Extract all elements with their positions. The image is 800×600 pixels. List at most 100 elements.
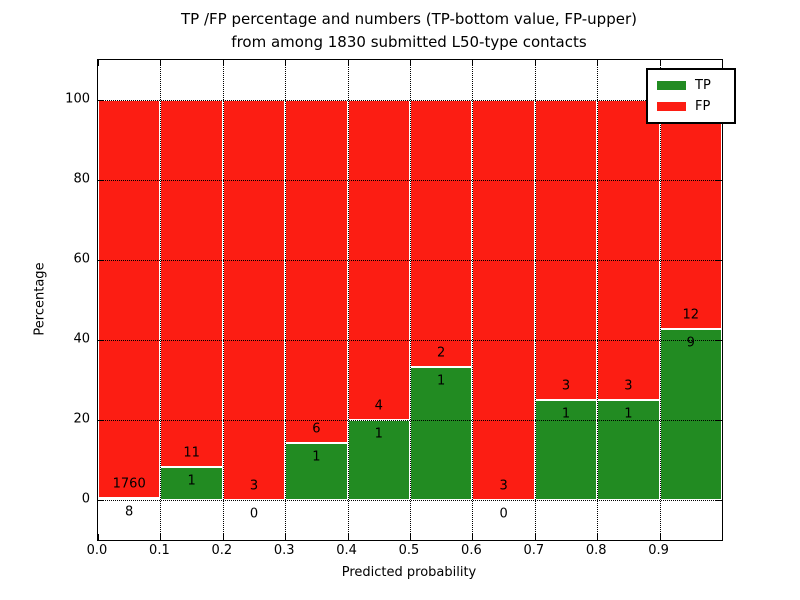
x-tick-mark <box>410 534 411 540</box>
x-tick-mark <box>659 534 661 540</box>
legend-item-tp: TP <box>657 75 727 96</box>
fp-count-label: 1760 <box>112 476 146 492</box>
legend: TP FP <box>646 68 736 124</box>
fp-count-label: 4 <box>374 398 383 414</box>
y-tick-mark <box>98 180 104 181</box>
y-tick-mark-right <box>716 340 722 341</box>
gridline-horizontal <box>98 500 722 501</box>
y-tick-mark-right <box>716 260 722 261</box>
y-axis-tick-label: 20 <box>73 411 90 427</box>
x-axis-tick-label: 0.5 <box>398 543 420 558</box>
gridline-vertical <box>222 60 224 540</box>
x-axis-tick-label: 0.0 <box>86 543 108 558</box>
y-tick-mark <box>98 500 104 501</box>
fp-bar <box>285 100 348 443</box>
fp-count-label: 12 <box>682 307 700 323</box>
x-tick-mark-top <box>160 60 162 66</box>
y-axis-tick-label: 60 <box>73 251 90 267</box>
fp-count-label: 11 <box>183 445 200 461</box>
x-tick-mark-top <box>98 60 99 66</box>
gridline-vertical <box>597 60 599 540</box>
fp-bar <box>472 100 535 500</box>
x-tick-mark-top <box>597 60 599 66</box>
tp-bar <box>98 498 161 500</box>
y-tick-mark <box>98 340 104 341</box>
fp-count-label: 3 <box>624 378 633 394</box>
x-axis-tick-label: 0.3 <box>273 543 295 558</box>
x-tick-mark-top <box>534 60 536 66</box>
x-axis-label: Predicted probability <box>341 565 477 580</box>
fp-count-label: 3 <box>561 378 571 394</box>
tp-count-label: 8 <box>125 504 134 520</box>
legend-swatch-fp-icon <box>657 102 686 111</box>
fp-bar <box>98 100 161 499</box>
gridline-vertical <box>347 60 349 540</box>
legend-swatch-tp-icon <box>657 81 686 90</box>
y-tick-mark-right <box>716 420 722 421</box>
plot-area: TP FP 1760 8 11 1 3 0 6 1 4 1 2 1 3 0 3 1 3 1 12 9 <box>97 59 736 541</box>
x-tick-mark <box>285 534 287 540</box>
gridline-vertical <box>160 60 162 540</box>
tp-bar <box>659 328 722 500</box>
x-axis-tick-label: 0.7 <box>523 543 545 558</box>
x-tick-mark-top <box>659 60 661 66</box>
gridline-horizontal <box>98 340 722 341</box>
tp-count-label: 0 <box>499 506 508 522</box>
x-tick-mark <box>222 534 224 540</box>
x-tick-mark <box>534 534 536 540</box>
chart-title-line1: TP /FP percentage and numbers (TP-bottom… <box>181 10 637 28</box>
gridline-horizontal <box>98 420 722 421</box>
x-tick-mark-top <box>222 60 224 66</box>
tp-count-label: 1 <box>437 373 446 389</box>
y-axis-tick-label: 0 <box>81 491 90 507</box>
y-tick-mark-right <box>716 180 722 181</box>
gridline-horizontal <box>98 100 722 101</box>
gridline-vertical <box>285 60 287 540</box>
tp-count-label: 1 <box>312 449 321 465</box>
fp-bar <box>659 100 722 329</box>
y-tick-mark <box>98 100 104 101</box>
x-tick-mark-top <box>347 60 349 66</box>
x-tick-mark <box>597 534 599 540</box>
tp-bar <box>347 420 410 500</box>
x-tick-mark <box>160 534 162 540</box>
tp-bar <box>597 400 660 500</box>
x-tick-mark-top <box>410 60 411 66</box>
fp-bar <box>410 100 473 367</box>
gridline-vertical <box>659 60 661 540</box>
fp-bar <box>534 100 598 400</box>
gridline-vertical <box>534 60 536 540</box>
tp-bar <box>534 400 598 500</box>
x-tick-mark <box>347 534 349 540</box>
x-tick-mark-top <box>285 60 287 66</box>
tp-bar <box>160 466 223 500</box>
tp-count-label: 0 <box>249 506 259 522</box>
x-axis-tick-label: 0.1 <box>149 543 170 558</box>
y-tick-mark-right <box>716 500 722 501</box>
y-tick-mark <box>98 420 104 421</box>
gridline-horizontal <box>98 260 722 261</box>
x-tick-mark <box>472 534 474 540</box>
fp-bar <box>160 100 223 467</box>
fp-count-label: 3 <box>499 478 508 494</box>
gridline-horizontal <box>98 180 722 181</box>
y-axis-label: Percentage <box>32 262 48 336</box>
y-axis-tick-label: 80 <box>73 171 90 187</box>
legend-label-tp: TP <box>695 78 711 93</box>
fp-bar <box>597 100 660 400</box>
x-axis-tick-label: 0.9 <box>648 543 669 558</box>
fp-count-label: 2 <box>437 345 446 361</box>
x-axis-tick-label: 0.6 <box>461 543 482 558</box>
legend-item-fp: FP <box>657 96 727 117</box>
y-axis-tick-label: 40 <box>73 331 90 347</box>
x-axis-tick-label: 0.8 <box>585 543 607 558</box>
x-tick-mark <box>98 534 99 540</box>
x-axis-tick-label: 0.2 <box>211 543 233 558</box>
tp-count-label: 1 <box>624 406 633 422</box>
chart-title-line2: from among 1830 submitted L50-type conta… <box>231 33 587 51</box>
fp-count-label: 3 <box>249 478 259 494</box>
fp-count-label: 6 <box>312 421 321 437</box>
tp-count-label: 1 <box>374 426 383 442</box>
tp-count-label: 1 <box>187 473 196 489</box>
